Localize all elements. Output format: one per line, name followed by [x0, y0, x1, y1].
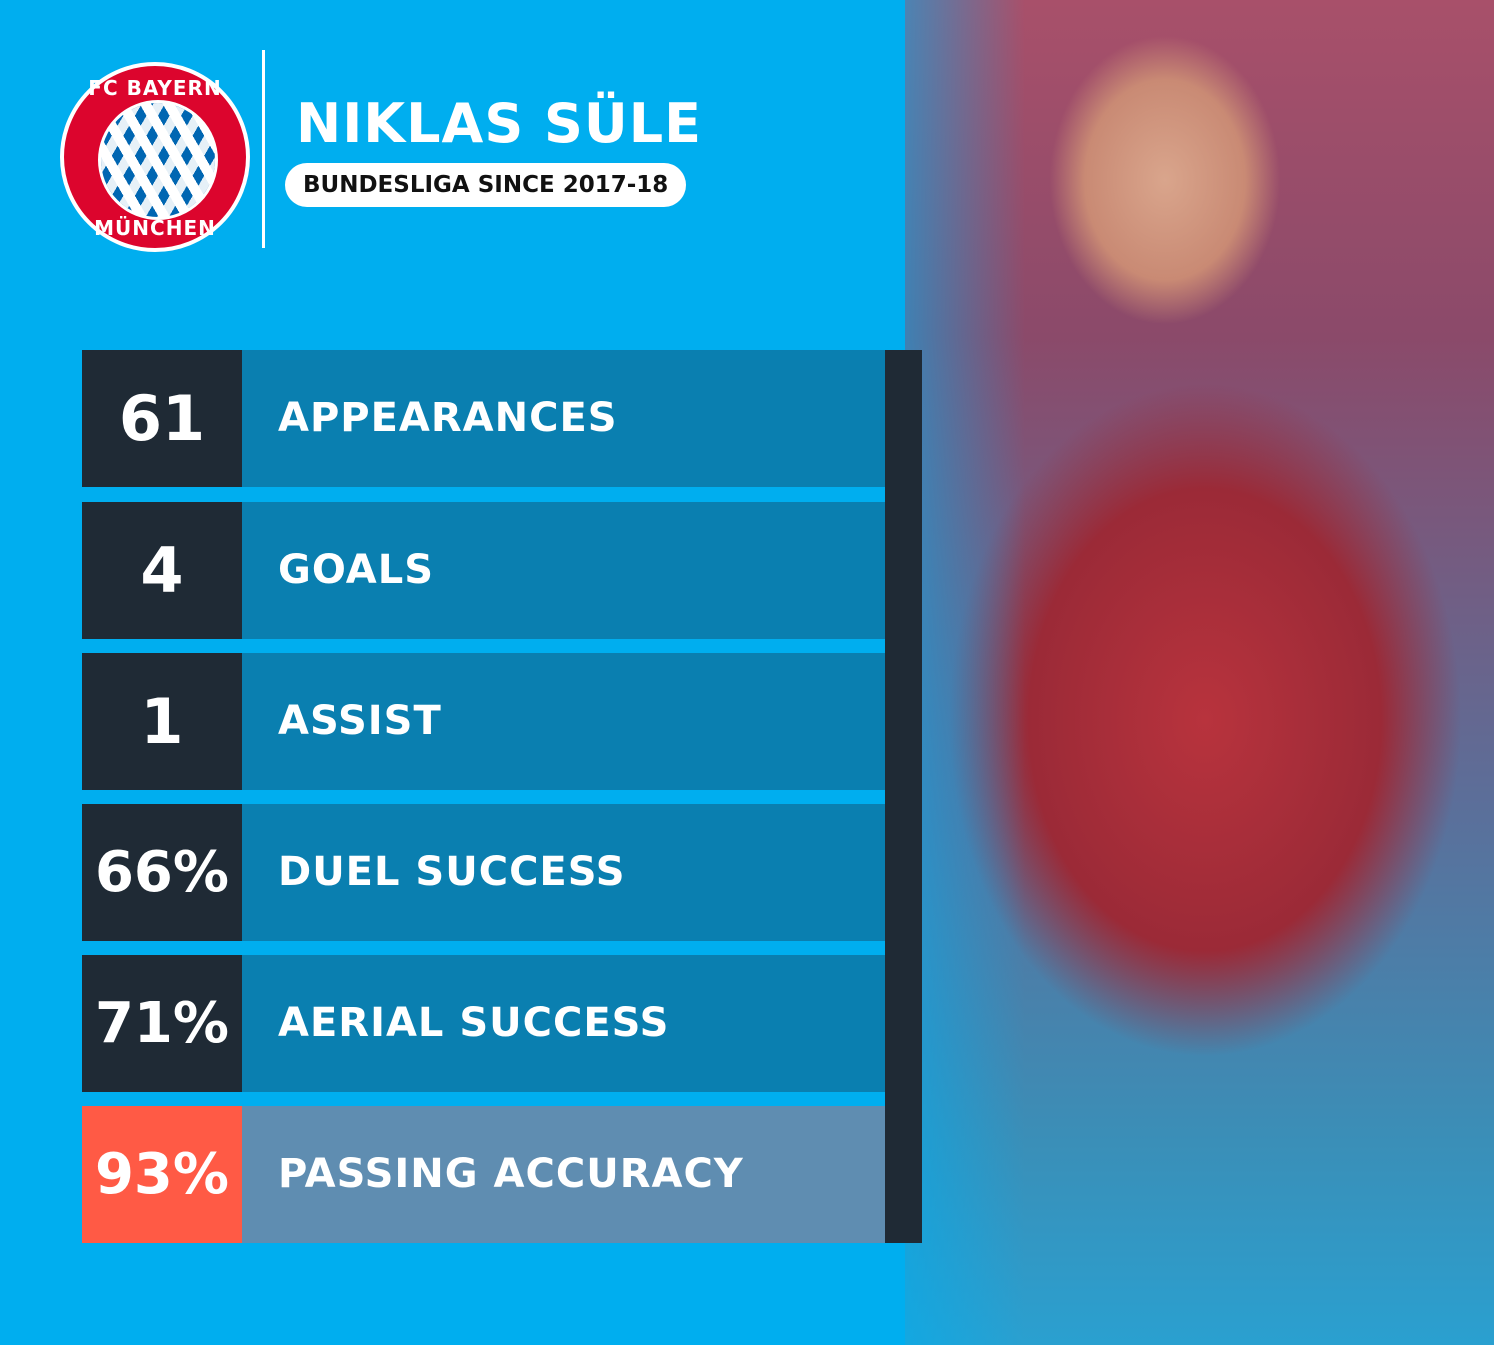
- photo-fade: [905, 0, 1025, 1345]
- stat-value: 1: [82, 653, 242, 790]
- stat-value: 71%: [82, 955, 242, 1092]
- stat-value: 66%: [82, 804, 242, 941]
- stat-row: 1 ASSIST: [82, 653, 885, 790]
- logo-top-text: FC BAYERN: [88, 76, 222, 100]
- stat-label: ASSIST: [278, 698, 442, 744]
- stat-row: 66% DUEL SUCCESS: [82, 804, 885, 941]
- subtitle-badge: BUNDESLIGA SINCE 2017-18: [285, 163, 687, 207]
- stat-label: PASSING ACCURACY: [278, 1151, 744, 1197]
- stat-value: 93%: [82, 1106, 242, 1243]
- logo-bottom-text: MÜNCHEN: [94, 216, 216, 240]
- stat-row-highlight: 93% PASSING ACCURACY: [82, 1106, 885, 1243]
- logo-diamonds: [98, 100, 218, 220]
- player-name: NIKLAS SÜLE: [296, 92, 703, 155]
- stat-label: AERIAL SUCCESS: [278, 1000, 670, 1046]
- stat-label: GOALS: [278, 547, 435, 593]
- stat-value: 61: [82, 350, 242, 487]
- stat-value: 4: [82, 502, 242, 639]
- stat-label: APPEARANCES: [278, 395, 618, 441]
- header-divider: [262, 50, 265, 248]
- stat-label: DUEL SUCCESS: [278, 849, 626, 895]
- stats-rail: [885, 350, 922, 1243]
- stat-row: 71% AERIAL SUCCESS: [82, 955, 885, 1092]
- stat-row: 61 APPEARANCES: [82, 350, 885, 487]
- stat-row: 4 GOALS: [82, 502, 885, 639]
- club-logo: FC BAYERN MÜNCHEN: [60, 62, 250, 252]
